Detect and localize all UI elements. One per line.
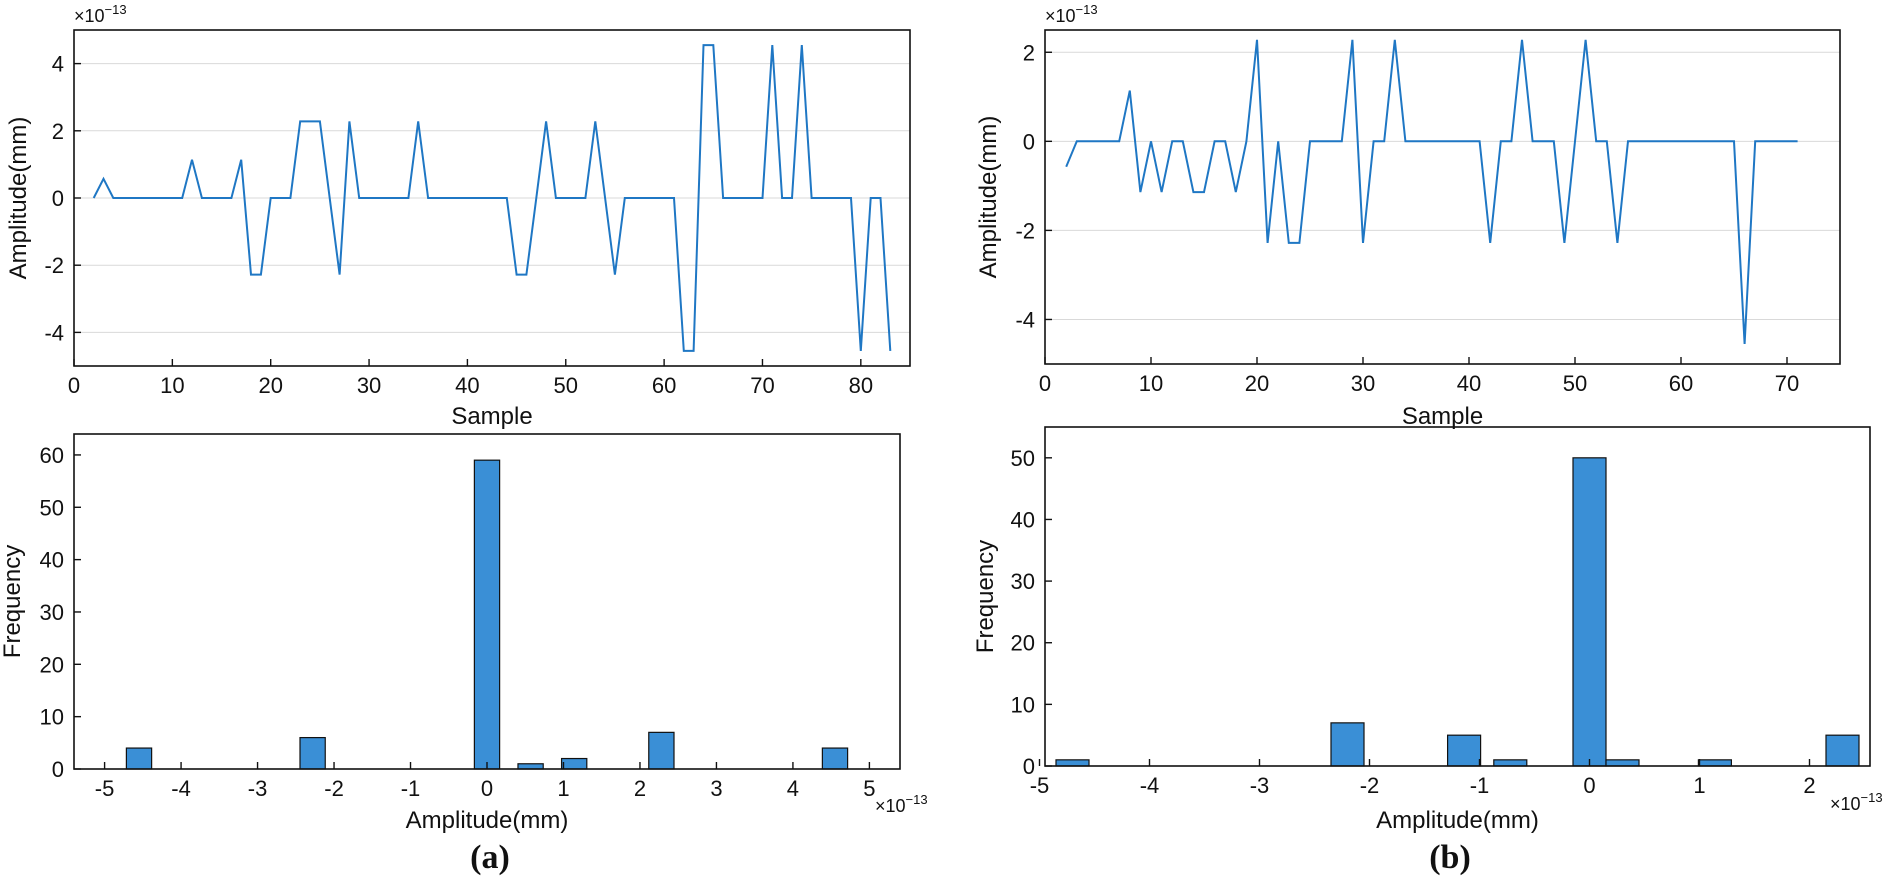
- x-tick-label: -3: [248, 776, 268, 801]
- axis-exponent: ×10−13: [74, 2, 127, 26]
- y-tick-label: 10: [40, 705, 64, 730]
- y-tick-label: 4: [52, 52, 64, 77]
- x-axis-label: Amplitude(mm): [406, 807, 569, 834]
- x-tick-label: 70: [750, 373, 774, 398]
- x-tick-label: -1: [401, 776, 421, 801]
- x-tick-label: 1: [1693, 773, 1705, 798]
- x-tick-label: 30: [1351, 371, 1375, 396]
- x-tick-label: 0: [1039, 371, 1051, 396]
- histogram-bar: [299, 736, 326, 770]
- x-tick-label: 0: [481, 776, 493, 801]
- plot-frame: [1044, 426, 1871, 767]
- x-tick-label: -4: [171, 776, 191, 801]
- panel-label-b: (b): [1429, 839, 1471, 876]
- y-axis-label: Amplitude(mm): [975, 116, 1002, 279]
- x-tick-label: 40: [1457, 371, 1481, 396]
- x-tick-label: -2: [324, 776, 344, 801]
- y-tick-label: -4: [44, 320, 64, 345]
- x-tick-label: -5: [95, 776, 115, 801]
- histogram-bar: [1446, 734, 1482, 767]
- y-tick-label: 2: [52, 119, 64, 144]
- x-tick-label: -5: [1030, 773, 1050, 798]
- histogram-bar: [1697, 759, 1733, 767]
- histogram-bar: [1055, 759, 1090, 767]
- x-axis-label: Sample: [1402, 403, 1483, 430]
- panel-label-a: (a): [470, 839, 510, 876]
- x-tick-label: 60: [652, 373, 676, 398]
- y-tick-label: -2: [44, 253, 64, 278]
- x-tick-label: -3: [1250, 773, 1270, 798]
- x-tick-label: 80: [849, 373, 873, 398]
- y-tick-label: 0: [1023, 754, 1035, 779]
- x-tick-label: -1: [1470, 773, 1490, 798]
- x-axis-label: Amplitude(mm): [1376, 807, 1539, 834]
- x-tick-label: 60: [1669, 371, 1693, 396]
- histogram-bar: [1825, 734, 1860, 767]
- y-tick-label: 0: [1023, 129, 1035, 154]
- histogram-bar: [1605, 759, 1640, 767]
- y-tick-label: 20: [40, 652, 64, 677]
- series-line: [92, 44, 892, 352]
- x-tick-label: 40: [455, 373, 479, 398]
- axis-exponent: ×10−13: [1045, 2, 1098, 26]
- y-tick-label: 10: [1011, 692, 1035, 717]
- x-tick-label: 2: [634, 776, 646, 801]
- y-tick-label: 40: [1011, 507, 1035, 532]
- x-tick-label: 30: [357, 373, 381, 398]
- histogram-bar: [821, 747, 849, 770]
- histogram-bar: [1330, 722, 1365, 767]
- x-tick-label: -4: [1140, 773, 1160, 798]
- y-tick-label: 2: [1023, 40, 1035, 65]
- series-line: [1065, 39, 1798, 345]
- chart-b-histogram: 0 10 20 30 40 50 -5 -4 -3 -2 -1 0 1 2 Frequency Amplitu…: [972, 426, 1883, 834]
- y-tick-label: -4: [1015, 307, 1035, 332]
- histogram-bar: [125, 747, 153, 770]
- histogram-bar: [1493, 759, 1528, 767]
- axis-exponent: ×10−13: [875, 792, 928, 816]
- y-tick-label: 40: [40, 548, 64, 573]
- x-tick-label: 10: [1139, 371, 1163, 396]
- y-tick-label: 0: [52, 186, 64, 211]
- plot-frame: [1044, 29, 1841, 365]
- x-tick-label: 20: [1245, 371, 1269, 396]
- x-tick-label: -2: [1360, 773, 1380, 798]
- chart-a-histogram: 0 10 20 30 40 50 60 -5 -4 -3 -2 -1 0 1 2 3 4 5 Frequency Am…: [0, 433, 928, 834]
- x-tick-label: 1: [557, 776, 569, 801]
- x-tick-label: 0: [1583, 773, 1595, 798]
- y-axis-label: Frequency: [0, 545, 26, 658]
- y-tick-label: 20: [1011, 631, 1035, 656]
- axis-exponent: ×10−13: [1830, 790, 1883, 814]
- histogram-bar: [473, 459, 501, 770]
- x-tick-label: 5: [863, 776, 875, 801]
- x-axis-label: Sample: [451, 403, 532, 430]
- x-tick-label: 50: [1563, 371, 1587, 396]
- histogram-bar: [648, 731, 675, 770]
- histogram-bar: [1572, 457, 1607, 767]
- x-tick-label: 50: [554, 373, 578, 398]
- x-tick-label: 20: [258, 373, 282, 398]
- y-tick-label: 50: [1011, 446, 1035, 471]
- y-tick-label: -2: [1015, 218, 1035, 243]
- x-tick-label: 2: [1803, 773, 1815, 798]
- x-tick-label: 3: [710, 776, 722, 801]
- y-tick-label: 60: [40, 443, 64, 468]
- y-tick-label: 0: [52, 757, 64, 782]
- y-tick-label: 30: [1011, 569, 1035, 594]
- histogram-bar: [560, 757, 588, 770]
- y-tick-label: 50: [40, 495, 64, 520]
- x-tick-label: 0: [68, 373, 80, 398]
- y-axis-label: Amplitude(mm): [5, 117, 32, 280]
- y-tick-label: 30: [40, 600, 64, 625]
- x-tick-label: 10: [160, 373, 184, 398]
- x-tick-label: 70: [1775, 371, 1799, 396]
- y-axis-label: Frequency: [972, 540, 999, 653]
- x-tick-label: 4: [787, 776, 799, 801]
